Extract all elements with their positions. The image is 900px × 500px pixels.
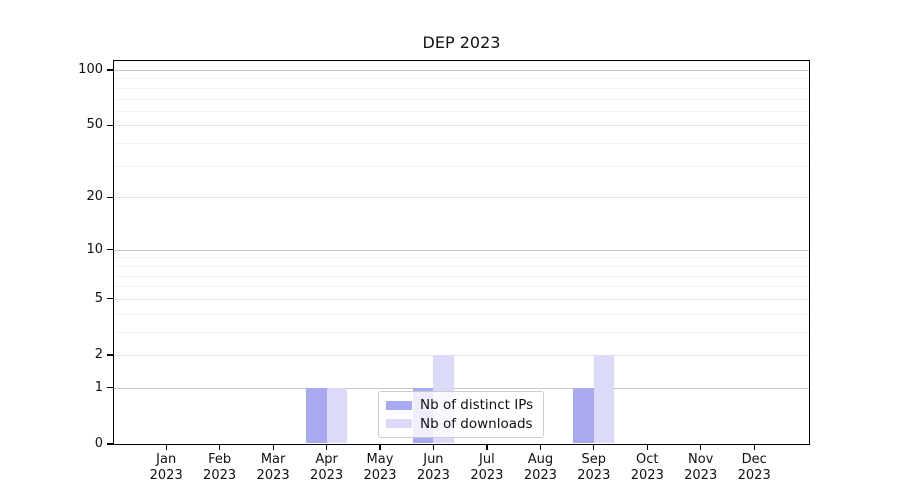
y-tick-label: 1 (94, 379, 103, 395)
y-tick-mark (107, 354, 113, 356)
legend-swatch-distinct-ips-icon (386, 400, 412, 410)
minor-gridline (114, 98, 810, 100)
y-tick-mark (107, 196, 113, 198)
x-tick-month: May (366, 452, 394, 467)
y-tick-label: 2 (94, 347, 103, 362)
x-tick-label: Jun 2023 (393, 452, 473, 484)
x-tick-month: Dec (741, 452, 767, 467)
x-tick-mark (379, 444, 381, 450)
legend-label-downloads: Nb of downloads (420, 415, 533, 432)
x-tick-label: Aug 2023 (500, 452, 580, 484)
x-tick-year: 2023 (577, 468, 611, 483)
x-tick-label: Apr 2023 (287, 452, 367, 484)
major-gridline (114, 355, 810, 356)
x-tick-label: Dec 2023 (714, 452, 794, 484)
x-tick-month: Nov (688, 452, 714, 467)
bar-downloads-sep (593, 355, 615, 443)
x-tick-month: Mar (260, 452, 286, 467)
major-gridline (114, 298, 810, 300)
legend-swatch-downloads-icon (386, 419, 412, 429)
x-tick-month: Aug (527, 452, 554, 467)
x-tick-year: 2023 (630, 468, 664, 483)
y-tick-label: 100 (78, 62, 103, 77)
y-tick-mark (107, 443, 113, 445)
major-gridline (114, 249, 810, 251)
x-tick-mark (272, 444, 274, 450)
x-tick-year: 2023 (256, 468, 290, 483)
major-gridline (114, 387, 810, 389)
chart-title: DEP 2023 (422, 33, 501, 52)
y-tick-mark (107, 249, 113, 251)
minor-gridline (114, 313, 810, 315)
x-tick-year: 2023 (737, 468, 771, 483)
x-tick-year: 2023 (149, 468, 183, 483)
minor-gridline (114, 331, 810, 333)
y-tick-label: 5 (94, 290, 103, 306)
x-tick-mark (165, 444, 167, 450)
y-tick-mark (107, 387, 113, 389)
x-tick-mark (700, 444, 702, 450)
x-tick-mark (593, 444, 595, 450)
x-tick-label: Nov 2023 (661, 452, 741, 484)
x-tick-month: Sep (581, 452, 607, 467)
y-tick-label: 0 (94, 436, 103, 451)
x-tick-year: 2023 (416, 468, 450, 483)
x-tick-month: Jul (479, 452, 495, 467)
x-tick-label: Sep 2023 (554, 452, 634, 484)
minor-gridline (114, 265, 810, 267)
y-tick-mark (107, 298, 113, 300)
legend-item-distinct-ips: Nb of distinct IPs (386, 396, 536, 415)
y-tick-mark (107, 69, 113, 71)
minor-gridline (114, 143, 810, 145)
y-tick-label: 20 (86, 189, 103, 205)
x-tick-label: Jan 2023 (126, 452, 206, 484)
major-gridline (114, 70, 810, 71)
minor-gridline (114, 286, 810, 288)
x-tick-year: 2023 (363, 468, 397, 483)
bar-distinct-ips-sep (573, 387, 594, 443)
x-tick-mark (486, 444, 488, 450)
x-tick-year: 2023 (684, 468, 718, 483)
minor-gridline (114, 275, 810, 277)
x-tick-month: Jun (423, 452, 444, 467)
x-tick-label: Jul 2023 (447, 452, 527, 484)
x-tick-year: 2023 (470, 468, 504, 483)
x-tick-label: Oct 2023 (607, 452, 687, 484)
minor-gridline (114, 110, 810, 112)
x-tick-mark (325, 444, 328, 450)
legend-item-downloads: Nb of downloads (386, 415, 536, 434)
minor-gridline (114, 78, 810, 80)
x-tick-label: May 2023 (340, 452, 420, 484)
x-tick-mark (432, 444, 435, 450)
x-tick-label: Mar 2023 (233, 452, 313, 484)
bar-downloads-apr (326, 387, 348, 443)
major-gridline (114, 125, 810, 127)
minor-gridline (114, 257, 810, 259)
x-tick-month: Feb (208, 452, 232, 467)
major-gridline (114, 197, 810, 199)
x-tick-label: Feb 2023 (180, 452, 260, 484)
bar-distinct-ips-apr (306, 387, 327, 443)
legend-label-distinct-ips: Nb of distinct IPs (420, 397, 534, 414)
x-tick-mark (539, 444, 541, 450)
y-tick-mark (107, 124, 113, 127)
x-tick-mark (646, 444, 648, 450)
minor-gridline (114, 165, 810, 167)
x-tick-year: 2023 (523, 468, 557, 483)
x-tick-month: Apr (315, 452, 338, 467)
x-tick-mark (753, 444, 755, 450)
x-tick-month: Jan (156, 452, 177, 467)
minor-gridline (114, 87, 810, 89)
x-tick-mark (219, 444, 221, 450)
legend: Nb of distinct IPs Nb of downloads (378, 391, 544, 438)
x-tick-year: 2023 (203, 468, 237, 483)
x-tick-month: Oct (636, 452, 659, 467)
x-tick-year: 2023 (310, 468, 344, 483)
y-tick-label: 10 (86, 241, 103, 257)
y-tick-label: 50 (86, 117, 103, 133)
